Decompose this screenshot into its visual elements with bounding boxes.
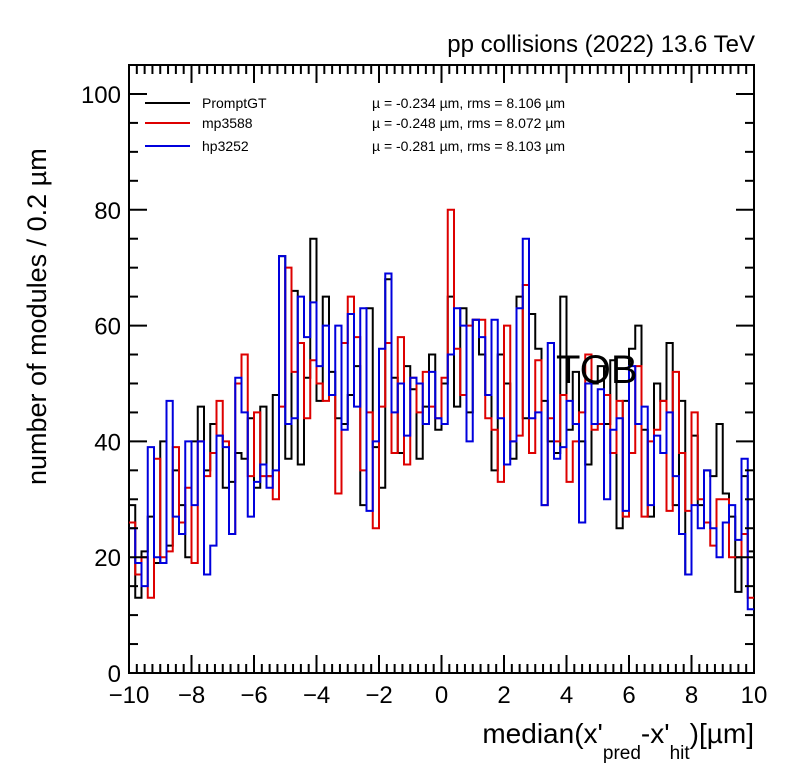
plot-frame — [128, 64, 755, 674]
x-tick-label: −10 — [109, 682, 150, 709]
x-tick-label: 0 — [435, 682, 448, 709]
x-tick-label: 2 — [497, 682, 510, 709]
legend-stats-promptgt: µ = -0.234 µm, rms = 8.106 µm — [372, 95, 565, 111]
legend-stats-hp3252: µ = -0.281 µm, rms = 8.103 µm — [372, 138, 565, 154]
legend-label-hp3252: hp3252 — [202, 138, 249, 154]
y-axis-title: number of modules / 0.2 µm — [22, 148, 52, 485]
x-tick-label: 10 — [741, 682, 768, 709]
y-tick-label: 0 — [108, 661, 121, 688]
y-tick-label: 40 — [94, 429, 121, 456]
series-layer — [129, 208, 754, 611]
y-tick-label: 80 — [94, 198, 121, 225]
x-axis: −10 −8 −6 −4 −2 0 2 4 6 8 10 — [109, 65, 768, 709]
legend: PromptGT µ = -0.234 µm, rms = 8.106 µm m… — [145, 95, 565, 154]
x-tick-label: −8 — [178, 682, 205, 709]
series-hp3252-histogram — [129, 237, 754, 611]
x-tick-label: 4 — [560, 682, 573, 709]
tob-label: TOB — [556, 348, 638, 392]
x-tick-label: −4 — [303, 682, 330, 709]
legend-label-promptgt: PromptGT — [202, 95, 267, 111]
x-tick-label: −6 — [240, 682, 267, 709]
series-mp3588-histogram — [129, 208, 754, 599]
y-tick-label: 100 — [81, 82, 121, 109]
y-axis: 0 20 40 60 80 100 — [81, 64, 754, 688]
x-tick-label: 6 — [622, 682, 635, 709]
x-tick-label: −2 — [365, 682, 392, 709]
y-tick-label: 20 — [94, 545, 121, 572]
x-axis-title: median(x'pred-x'hit)[µm] — [482, 718, 754, 764]
y-tick-label: 60 — [94, 314, 121, 341]
collision-header: pp collisions (2022) 13.6 TeV — [447, 31, 755, 58]
legend-label-mp3588: mp3588 — [202, 115, 253, 131]
x-tick-label: 8 — [685, 682, 698, 709]
legend-stats-mp3588: µ = -0.248 µm, rms = 8.072 µm — [372, 115, 565, 131]
